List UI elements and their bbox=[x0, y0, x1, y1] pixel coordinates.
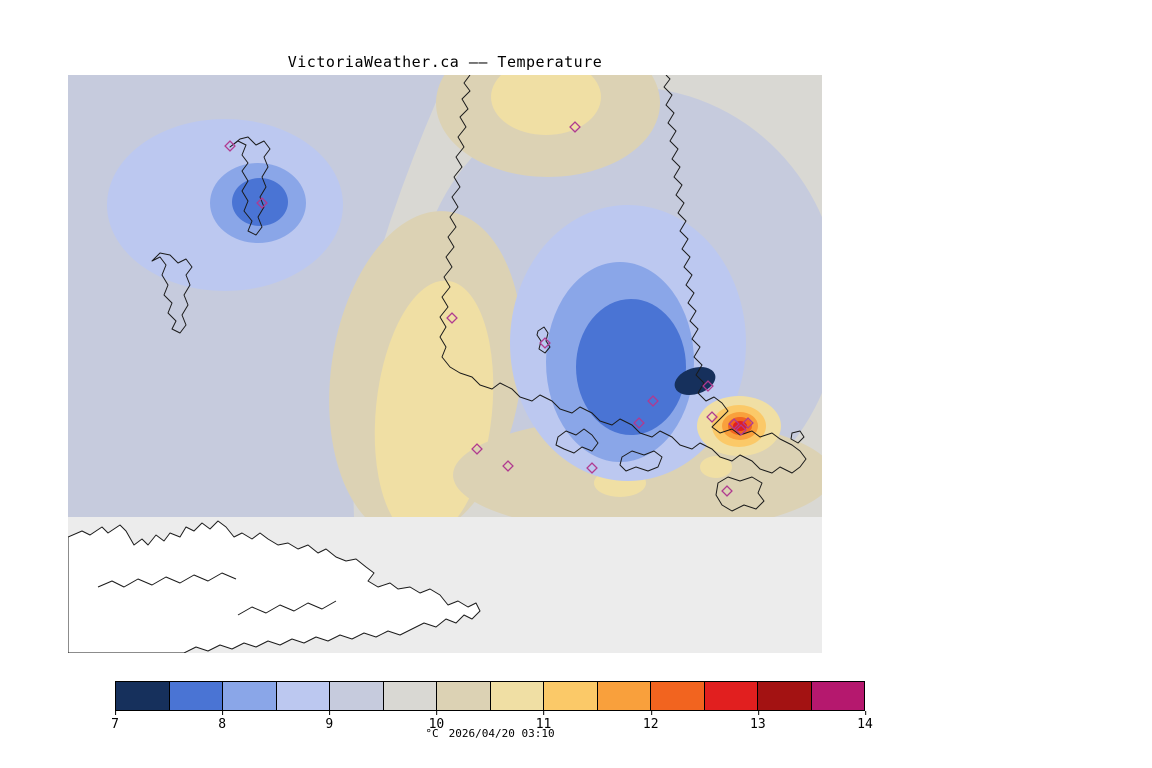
station-marker-icon bbox=[446, 312, 458, 324]
station-marker-icon bbox=[647, 395, 659, 407]
station-marker-icon bbox=[502, 460, 514, 472]
station-marker-icon bbox=[224, 140, 236, 152]
coast-island-d bbox=[790, 430, 805, 444]
contour-warm-north bbox=[491, 75, 601, 135]
units-label: °C bbox=[425, 727, 439, 740]
coast-lake-small bbox=[536, 326, 551, 354]
coast-island-a bbox=[555, 428, 599, 454]
coast-lake-west bbox=[151, 252, 193, 334]
colorbar-segment bbox=[650, 682, 704, 710]
colorbar-segment bbox=[329, 682, 383, 710]
colorbar-segment bbox=[757, 682, 811, 710]
colorbar-tick-label: 11 bbox=[536, 711, 551, 732]
contour-cold-e-core bbox=[576, 299, 686, 435]
colorbar-segment bbox=[489, 682, 543, 710]
colorbar-segment bbox=[596, 682, 650, 710]
coastline-layer bbox=[68, 75, 807, 653]
land-southwest bbox=[68, 520, 481, 653]
timestamp: 2026/04/20 03:10 bbox=[448, 727, 555, 740]
coast-island-c bbox=[715, 476, 765, 512]
map-title: VictoriaWeather.ca —— Temperature bbox=[287, 53, 603, 71]
coast-inlet-northwest bbox=[229, 136, 271, 236]
timestamp-caption: °C 2026/04/20 03:10 bbox=[115, 727, 865, 740]
temperature-map bbox=[68, 75, 822, 653]
station-marker-icon bbox=[706, 411, 718, 423]
colorbar-tick-label: 12 bbox=[643, 711, 659, 732]
colorbar-tick-label: 9 bbox=[325, 711, 333, 732]
station-marker-icon bbox=[735, 424, 747, 436]
colorbar-tick-label: 13 bbox=[750, 711, 766, 732]
colorbar-segment bbox=[810, 682, 864, 710]
colorbar-tick-label: 7 bbox=[111, 711, 119, 732]
colorbar-tick-label: 10 bbox=[429, 711, 444, 732]
colorbar-segment bbox=[703, 682, 757, 710]
colorbar-segment bbox=[543, 682, 597, 710]
colorbar-segment bbox=[116, 682, 169, 710]
colorbar-segment bbox=[436, 682, 490, 710]
station-marker-icon bbox=[721, 485, 733, 497]
colorbar-segment bbox=[382, 682, 436, 710]
temperature-field bbox=[68, 75, 822, 517]
colorbar-segment bbox=[275, 682, 329, 710]
color-scale-ticks: 7 8 9 10 11 12 13 14 bbox=[111, 711, 873, 733]
station-marker-icon bbox=[586, 462, 598, 474]
station-marker-icon bbox=[471, 443, 483, 455]
color-scale bbox=[115, 681, 865, 711]
station-markers bbox=[224, 121, 754, 497]
station-marker-icon bbox=[539, 337, 551, 349]
coast-peninsula-main bbox=[439, 75, 807, 474]
colorbar-segment bbox=[222, 682, 276, 710]
station-marker-icon bbox=[742, 417, 754, 429]
colorbar-tick-label: 14 bbox=[857, 711, 873, 732]
contour-warm-spot-s2 bbox=[700, 456, 732, 478]
station-marker-icon bbox=[633, 417, 645, 429]
inner-shoreline-1 bbox=[97, 572, 237, 588]
station-marker-icon bbox=[256, 197, 268, 209]
contour-cold-nw-core bbox=[232, 178, 288, 226]
station-marker-icon bbox=[569, 121, 581, 133]
coast-island-b bbox=[619, 450, 663, 472]
colorbar-segment bbox=[168, 682, 222, 710]
station-marker-icon bbox=[702, 380, 714, 392]
colorbar-tick-label: 8 bbox=[218, 711, 226, 732]
station-marker-icon bbox=[728, 418, 740, 430]
inner-shoreline-2 bbox=[237, 600, 337, 616]
